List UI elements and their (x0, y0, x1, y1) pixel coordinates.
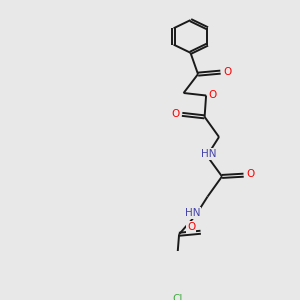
Text: HN: HN (201, 149, 216, 159)
Text: HN: HN (185, 208, 200, 218)
Text: O: O (187, 222, 195, 232)
Text: O: O (171, 109, 180, 118)
Text: O: O (223, 67, 231, 77)
Text: O: O (246, 169, 254, 179)
Text: O: O (208, 90, 217, 100)
Text: Cl: Cl (172, 294, 183, 300)
